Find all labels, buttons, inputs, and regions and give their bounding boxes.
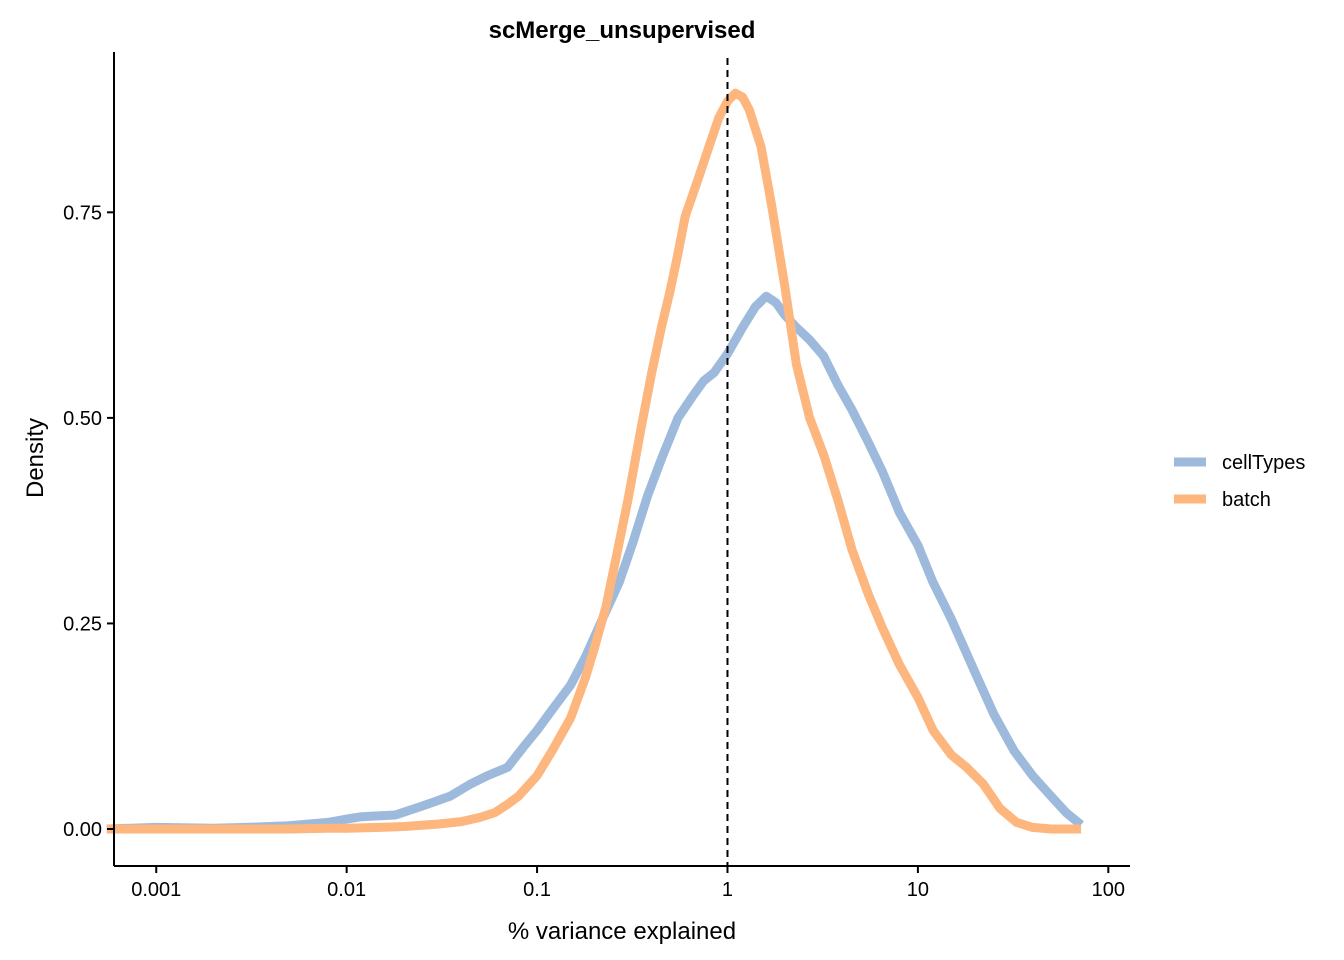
series-line-cellTypes [106,291,1084,834]
x-axis-ticks: 0.001 0.01 0.1 1 10 100 [131,866,1125,901]
series-line-batch [106,88,1082,834]
y-axis-title: Density [22,418,49,498]
y-axis-ticks: 0.00 0.25 0.50 0.75 [63,202,114,841]
y-tick-label: 0.50 [63,408,102,430]
chart-title: scMerge_unsupervised [489,17,756,44]
x-tick-label: 1 [722,879,733,901]
legend-item-cellTypes: cellTypes [1174,452,1305,474]
x-tick-label: 0.01 [327,879,366,901]
x-tick-label: 100 [1092,879,1125,901]
y-tick-label: 0.25 [63,613,102,635]
x-axis-title: % variance explained [508,918,736,945]
x-tick-label: 10 [907,879,929,901]
y-tick-label: 0.00 [63,819,102,841]
x-tick-label: 0.001 [131,879,181,901]
legend-label-cellTypes: cellTypes [1222,452,1305,474]
x-tick-label: 0.1 [523,879,551,901]
legend-item-batch: batch [1174,489,1271,511]
plot-series [106,88,1084,834]
y-tick-label: 0.75 [63,202,102,224]
legend: cellTypes batch [1174,452,1305,511]
legend-label-batch: batch [1222,489,1271,511]
